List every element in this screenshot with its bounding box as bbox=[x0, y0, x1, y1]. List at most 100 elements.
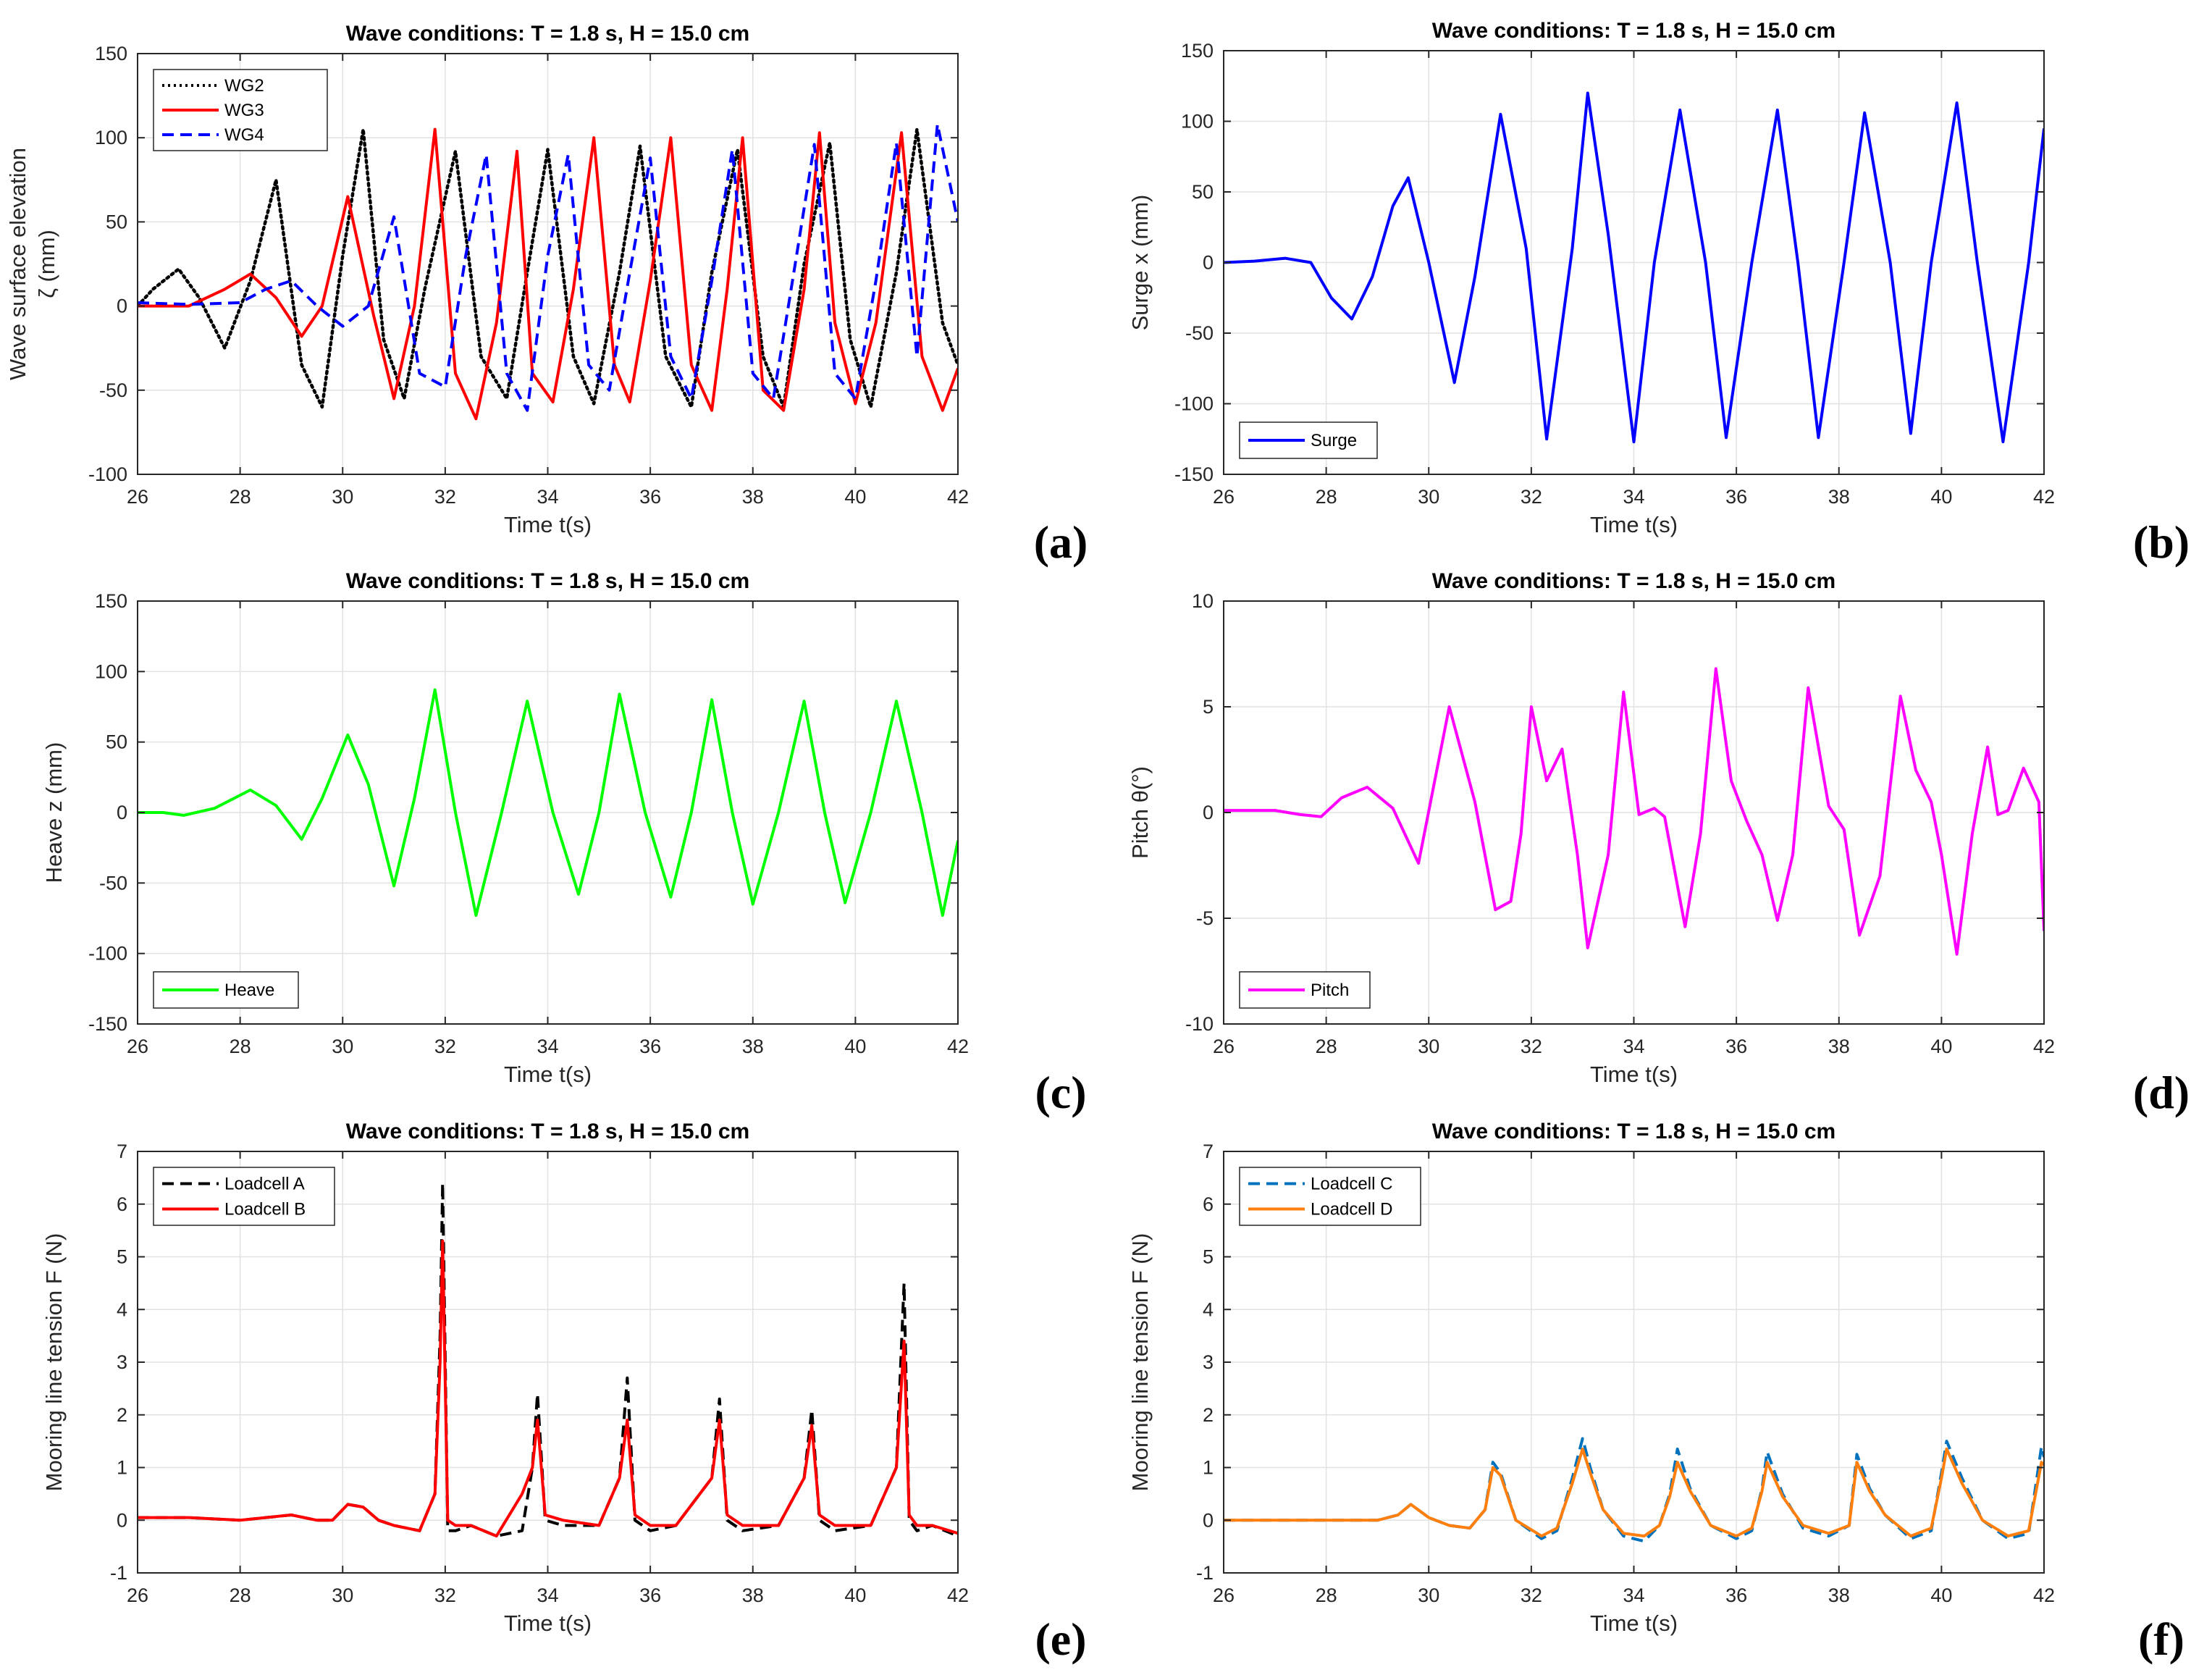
y-tick-label: -100 bbox=[88, 463, 127, 485]
x-tick-label: 34 bbox=[537, 1036, 558, 1057]
x-tick-label: 28 bbox=[230, 1036, 251, 1057]
x-tick-label: 36 bbox=[1725, 1036, 1747, 1057]
x-tick-label: 40 bbox=[1930, 1036, 1952, 1057]
y-tick-label: -50 bbox=[99, 872, 127, 894]
y-axis-label: Wave surface elevation bbox=[5, 148, 30, 380]
legend: Heave bbox=[153, 971, 299, 1009]
x-tick-label: 30 bbox=[332, 486, 353, 508]
x-tick-label: 30 bbox=[1418, 1584, 1439, 1606]
y-tick-label: 150 bbox=[1181, 40, 1214, 62]
panel-label: (d) bbox=[2133, 1067, 2190, 1118]
x-tick-label: 26 bbox=[1213, 1584, 1235, 1606]
chart-panel-b: 26 28 30 32 34 36 38 40 42 -150 -100 -50 0 50 100 150 Wa… bbox=[1127, 19, 2055, 537]
y-tick-label: 1 bbox=[1203, 1457, 1214, 1479]
y-tick-label: -10 bbox=[1185, 1013, 1214, 1035]
x-axis-label: Time t(s) bbox=[1590, 512, 1678, 537]
x-tick-label: 40 bbox=[1930, 1584, 1952, 1606]
x-tick-label: 28 bbox=[230, 1584, 251, 1606]
legend: Surge bbox=[1239, 421, 1378, 459]
y-tick-label: -50 bbox=[1185, 322, 1214, 344]
y-tick-label: -150 bbox=[1174, 463, 1214, 485]
legend-label: Surge bbox=[1311, 431, 1357, 450]
x-tick-label: 32 bbox=[434, 1036, 456, 1057]
x-tick-label: 42 bbox=[2033, 1036, 2055, 1057]
x-tick-label: 40 bbox=[1930, 486, 1952, 508]
y-tick-label: 7 bbox=[117, 1141, 127, 1162]
y-tick-label: 5 bbox=[117, 1246, 127, 1268]
x-tick-label: 36 bbox=[1725, 1584, 1747, 1606]
y-tick-label: 0 bbox=[1203, 1509, 1214, 1531]
series-line-heave bbox=[138, 688, 958, 918]
y-axis-label: ζ (mm) bbox=[34, 230, 59, 298]
x-tick-label: 38 bbox=[742, 486, 764, 508]
x-axis-label: Time t(s) bbox=[504, 1611, 592, 1636]
x-tick-label: 26 bbox=[127, 1584, 148, 1606]
x-tick-label: 32 bbox=[1521, 1036, 1542, 1057]
y-tick-label: -1 bbox=[110, 1562, 127, 1584]
x-tick-label: 42 bbox=[947, 1584, 969, 1606]
y-tick-label: 0 bbox=[117, 802, 127, 823]
panel-label: (a) bbox=[1034, 516, 1088, 568]
legend-label: WG4 bbox=[224, 125, 264, 145]
y-tick-label: 100 bbox=[95, 660, 127, 682]
panel-label: (c) bbox=[1035, 1067, 1086, 1118]
x-tick-label: 38 bbox=[742, 1584, 764, 1606]
chart-panel-d: 26 28 30 32 34 36 38 40 42 -10 -5 0 5 10 Wave conditio… bbox=[1127, 569, 2055, 1087]
series-line-surge bbox=[1224, 91, 2044, 444]
x-tick-label: 36 bbox=[639, 1584, 661, 1606]
x-tick-label: 42 bbox=[2033, 1584, 2055, 1606]
y-axis-label: Mooring line tension F (N) bbox=[1127, 1233, 1153, 1492]
y-tick-label: 6 bbox=[117, 1193, 127, 1215]
series-line-loadcell-b bbox=[138, 1239, 958, 1538]
x-tick-label: 26 bbox=[1213, 1036, 1235, 1057]
chart-panel-c: 26 28 30 32 34 36 38 40 42 -150 -100 -50 0 50 100 150 Wa… bbox=[41, 569, 969, 1087]
x-tick-label: 38 bbox=[1828, 486, 1850, 508]
legend-label: Pitch bbox=[1311, 981, 1349, 1000]
x-tick-label: 38 bbox=[1828, 1584, 1850, 1606]
x-tick-label: 42 bbox=[947, 1036, 969, 1057]
x-tick-label: 32 bbox=[1521, 1584, 1542, 1606]
y-tick-label: 3 bbox=[117, 1351, 127, 1373]
chart-title: Wave conditions: T = 1.8 s, H = 15.0 cm bbox=[1432, 1120, 1835, 1143]
y-tick-label: 0 bbox=[117, 295, 127, 317]
legend-label: WG2 bbox=[224, 76, 264, 96]
x-tick-label: 36 bbox=[639, 1036, 661, 1057]
y-tick-label: 150 bbox=[95, 590, 127, 612]
x-tick-label: 28 bbox=[230, 486, 251, 508]
x-tick-label: 26 bbox=[1213, 486, 1235, 508]
x-tick-label: 34 bbox=[1623, 486, 1644, 508]
y-tick-label: 50 bbox=[106, 211, 127, 232]
x-tick-label: 30 bbox=[332, 1584, 353, 1606]
x-tick-label: 26 bbox=[127, 1036, 148, 1057]
panel-label: (e) bbox=[1035, 1613, 1086, 1665]
x-tick-label: 40 bbox=[844, 1584, 866, 1606]
x-tick-label: 34 bbox=[1623, 1584, 1644, 1606]
x-tick-label: 34 bbox=[537, 1584, 558, 1606]
y-tick-label: 100 bbox=[1181, 111, 1214, 133]
x-tick-label: 38 bbox=[742, 1036, 764, 1057]
x-tick-label: 32 bbox=[1521, 486, 1542, 508]
y-tick-label: 50 bbox=[1192, 181, 1214, 203]
y-tick-label: 1 bbox=[117, 1457, 127, 1479]
y-tick-label: 4 bbox=[117, 1298, 127, 1320]
series-line-loadcell-c bbox=[1224, 1437, 2044, 1543]
x-tick-label: 28 bbox=[1316, 1036, 1337, 1057]
legend-box bbox=[1239, 1167, 1421, 1226]
y-tick-label: 100 bbox=[95, 127, 127, 148]
y-tick-label: -100 bbox=[1174, 393, 1214, 415]
y-tick-label: 5 bbox=[1203, 696, 1214, 718]
y-tick-label: 2 bbox=[1203, 1404, 1214, 1426]
x-tick-label: 36 bbox=[1725, 486, 1747, 508]
series-line-pitch bbox=[1224, 667, 2044, 956]
chart-title: Wave conditions: T = 1.8 s, H = 15.0 cm bbox=[1432, 569, 1835, 593]
x-axis-label: Time t(s) bbox=[504, 1062, 592, 1087]
series-line-wg3 bbox=[138, 127, 958, 421]
legend-label: Loadcell A bbox=[224, 1175, 305, 1194]
chart-title: Wave conditions: T = 1.8 s, H = 15.0 cm bbox=[346, 569, 749, 593]
legend: Loadcell A Loadcell B bbox=[153, 1167, 335, 1226]
chart-title: Wave conditions: T = 1.8 s, H = 15.0 cm bbox=[346, 1120, 749, 1143]
series-line-wg4 bbox=[138, 122, 958, 412]
y-axis-label: Heave z (mm) bbox=[41, 742, 67, 883]
y-tick-label: -1 bbox=[1196, 1562, 1214, 1584]
